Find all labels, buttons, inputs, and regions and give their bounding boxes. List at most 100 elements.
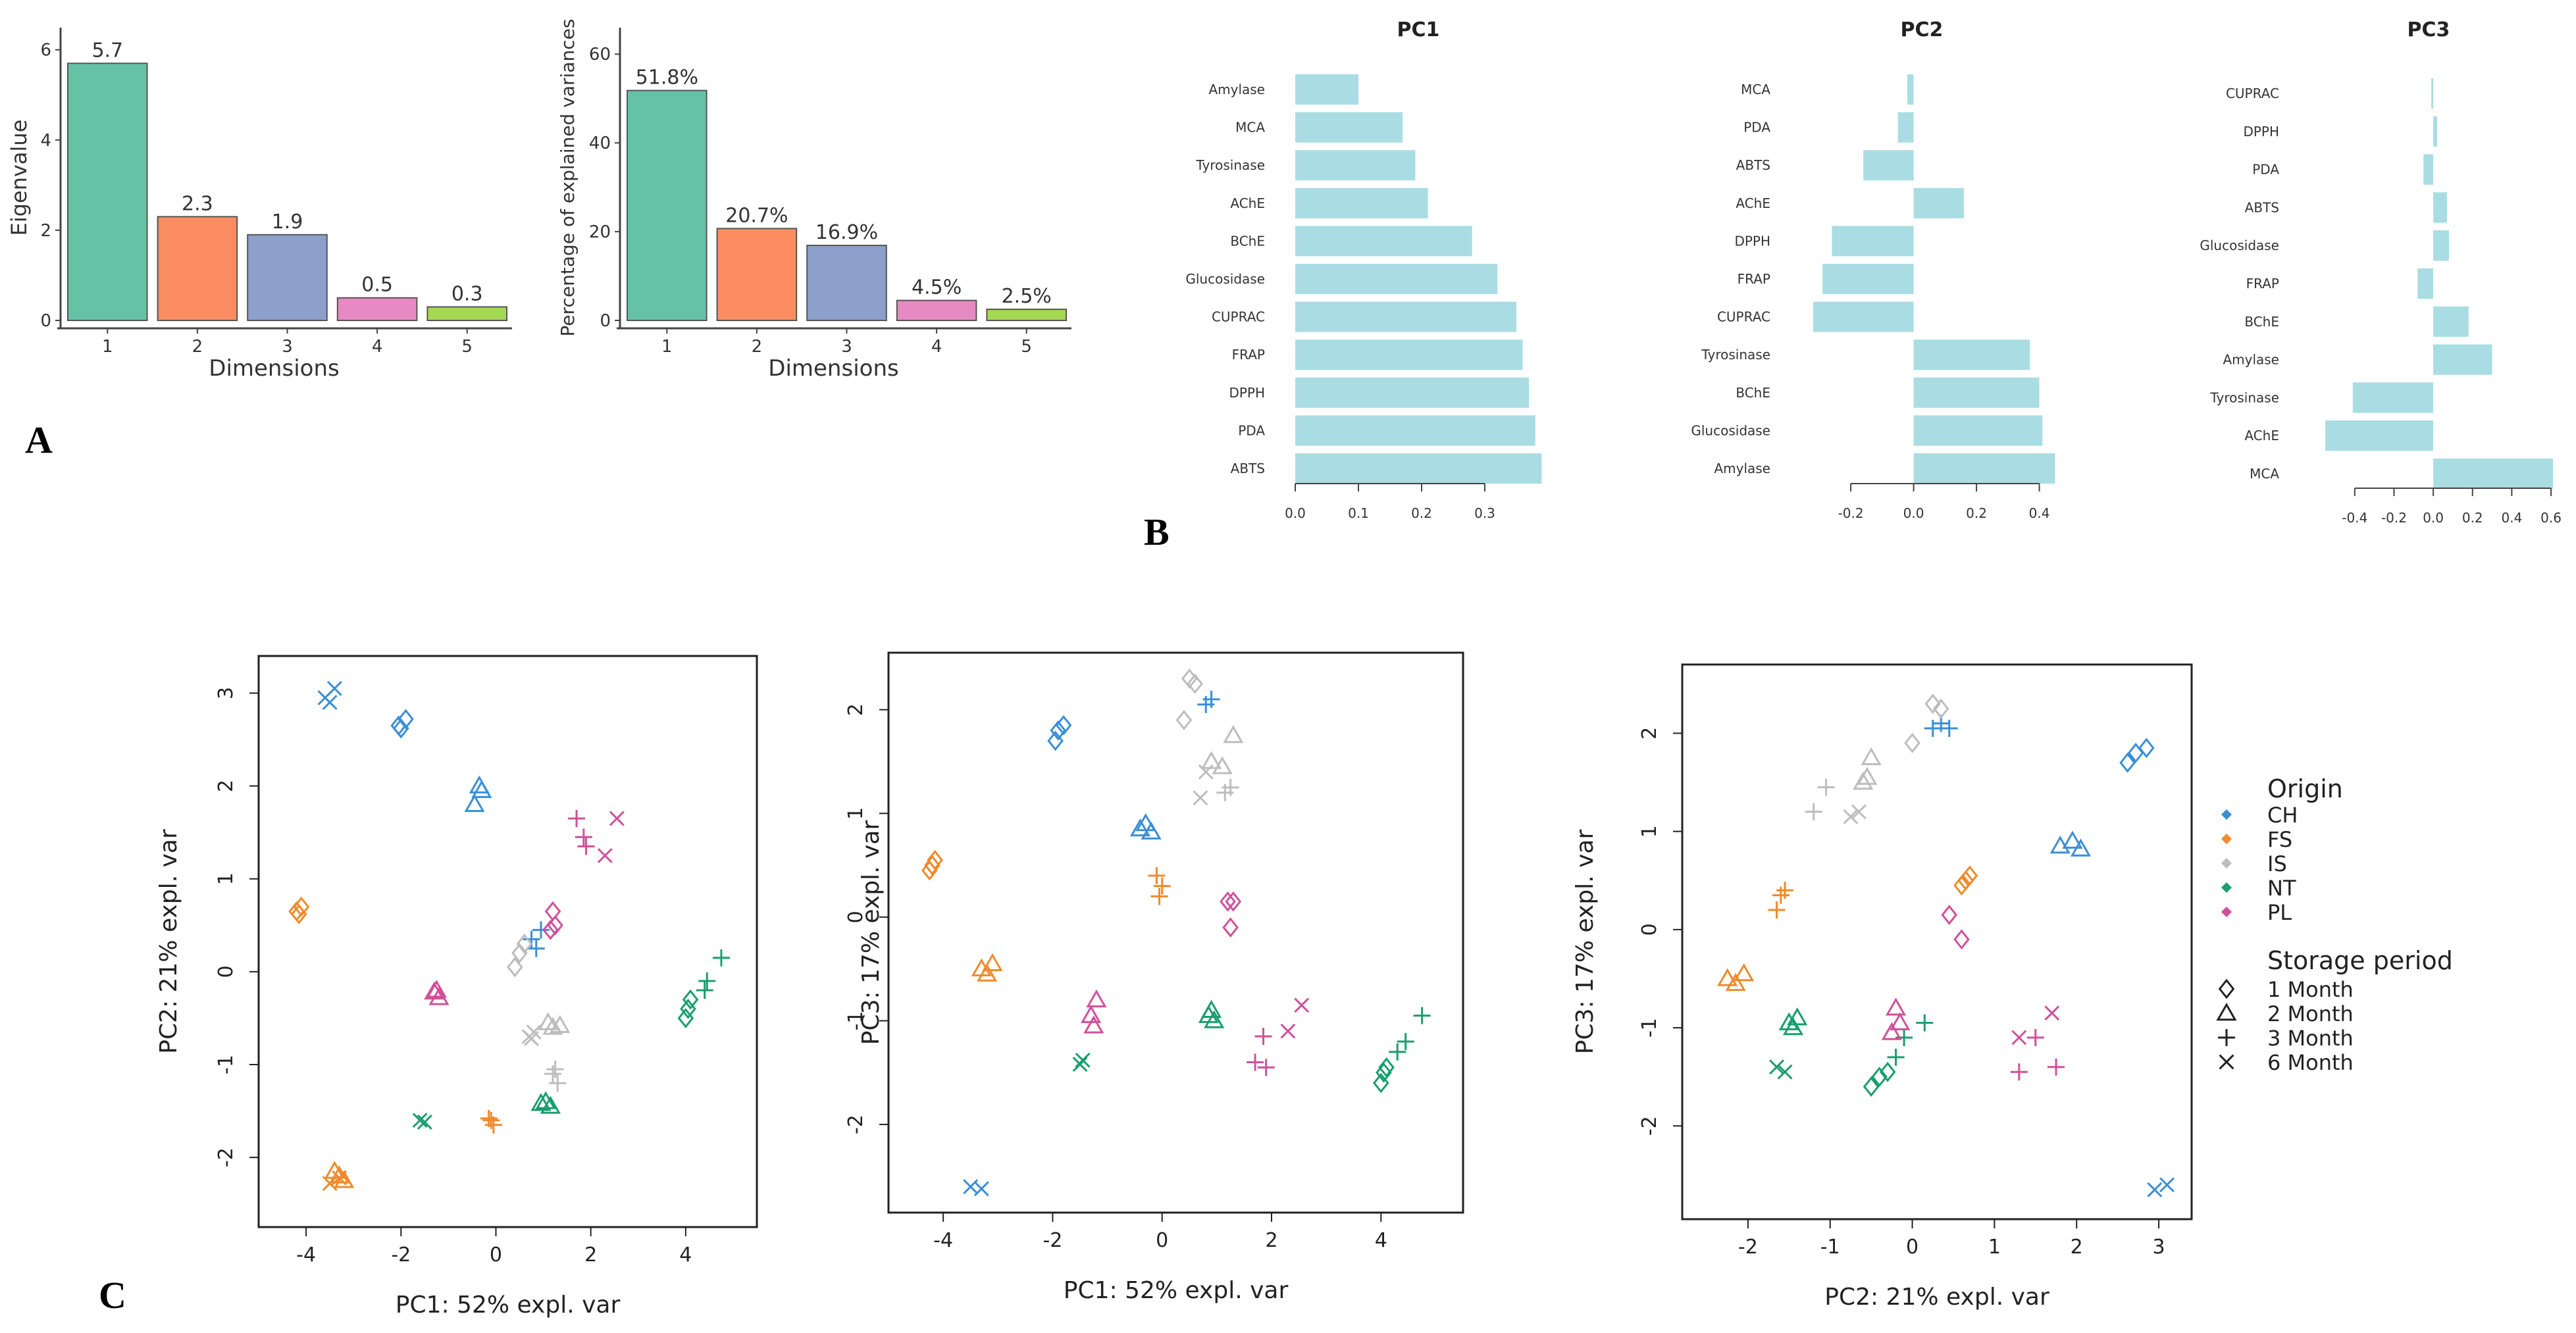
bar-pc3-DPPH xyxy=(2433,116,2438,147)
point-pl-6month xyxy=(597,847,613,863)
y-tick-label: 2 xyxy=(40,221,51,241)
panel-letter-b: B xyxy=(1144,511,1170,553)
point-nt-6month xyxy=(412,1113,428,1128)
bar-variance-1 xyxy=(627,89,708,322)
category-label: PDA xyxy=(2252,162,2279,178)
point-pl-1month xyxy=(1941,905,1958,925)
category-label: Glucosidase xyxy=(2200,238,2279,253)
point-pl-1month xyxy=(1220,891,1236,912)
x-tick-label: 0.3 xyxy=(1474,505,1495,521)
x-axis-label: Dimensions xyxy=(768,355,898,382)
x-tick-label: 0.4 xyxy=(2029,505,2050,521)
y-tick-label: -1 xyxy=(844,1011,867,1030)
point-fs-3month xyxy=(1768,901,1786,919)
plots-layer: 5.7 1 2.3 2 1.9 3 0.5 4 0.3 5 0 2 4 6 Dimensions Eigenv… xyxy=(7,18,2562,1319)
point-pl-2month xyxy=(1083,1015,1104,1034)
category-label: ABTS xyxy=(2245,199,2279,215)
point-ch-1month xyxy=(398,709,414,730)
y-tick-label: 3 xyxy=(215,687,238,699)
category-label: ABTS xyxy=(1736,157,1770,173)
legend-period-label: 6 Month xyxy=(2267,1050,2354,1075)
x-tick-label: -2 xyxy=(1738,1236,1758,1259)
y-tick-label: -1 xyxy=(215,1055,238,1074)
point-fs-6month xyxy=(322,1176,338,1192)
bar-pc1-FRAP xyxy=(1295,340,1523,370)
point-ch-6month xyxy=(973,1181,989,1197)
point-is-2month xyxy=(1853,772,1874,790)
point-nt-2month xyxy=(1200,999,1222,1018)
point-pl-3month xyxy=(577,838,595,855)
y-tick-label: 0 xyxy=(40,311,51,331)
category-label: MCA xyxy=(1235,120,1265,136)
point-pl-2month xyxy=(1081,1005,1102,1023)
y-tick-label: -2 xyxy=(844,1115,867,1134)
legend-period-label: 1 Month xyxy=(2267,977,2354,1002)
category-label: MCA xyxy=(2250,466,2279,482)
point-fs-2month xyxy=(1734,963,1755,982)
legend-origin-label: CH xyxy=(2267,803,2298,828)
x-tick-label: 3 xyxy=(282,337,293,357)
point-nt-3month xyxy=(712,949,730,967)
point-ch-6month xyxy=(2147,1182,2163,1197)
point-is-3month xyxy=(546,1061,564,1078)
point-ch-6month xyxy=(326,680,342,696)
point-pl-1month xyxy=(542,919,559,940)
category-label: Amylase xyxy=(1714,461,1770,476)
point-is-2month xyxy=(538,1012,559,1030)
bar-pc1-Amylase xyxy=(1295,74,1358,105)
point-pl-6month xyxy=(2011,1030,2027,1045)
x-tick-label: 4 xyxy=(679,1244,692,1267)
data-label: 2.5% xyxy=(1002,285,1052,308)
point-pl-1month xyxy=(1953,929,1970,950)
point-ch-1month xyxy=(390,715,407,736)
point-ch-3month xyxy=(527,940,545,957)
category-label: DPPH xyxy=(2243,124,2279,139)
point-pl-6month xyxy=(2044,1005,2060,1021)
point-ch-3month xyxy=(1202,690,1220,708)
y-axis-label: Eigenvalue xyxy=(7,120,32,236)
variance-chart: 51.8% 1 20.7% 2 16.9% 3 4.5% 4 2.5% 5 0 20 40 60 Dimen… xyxy=(557,19,1071,382)
legend-origin-label: NT xyxy=(2267,876,2296,901)
pc3-chart: PC3 CUPRAC DPPH PDA ABTS Glucosidase FRAP BChE A… xyxy=(2200,18,2562,526)
point-ch-2month xyxy=(2062,830,2083,849)
point-is-3month xyxy=(1222,778,1239,796)
point-fs-1month xyxy=(1961,865,1978,886)
point-ch-2month xyxy=(1141,821,1162,840)
y-tick-label: 0 xyxy=(600,311,611,331)
point-pl-3month xyxy=(575,828,592,846)
bar-pc2-AChE xyxy=(1913,188,1964,218)
x-tick-label: 1 xyxy=(661,337,673,357)
x-tick-label: -2 xyxy=(1043,1229,1062,1252)
category-label: DPPH xyxy=(1734,233,1770,249)
plot-frame xyxy=(887,651,1464,1214)
bar-pc2-FRAP xyxy=(1822,263,1914,295)
point-nt-2month xyxy=(540,1095,561,1114)
point-ch-6month xyxy=(2159,1177,2175,1193)
y-tick-label: 6 xyxy=(40,41,51,61)
point-pl-3month xyxy=(1254,1028,1272,1045)
x-tick-label: 5 xyxy=(461,337,473,357)
y-tick-label: 1 xyxy=(1638,825,1661,838)
point-fs-3month xyxy=(1776,882,1794,899)
bar-pc3-CUPRAC xyxy=(2431,78,2434,109)
point-fs-2month xyxy=(982,953,1003,972)
legend-period-label: 2 Month xyxy=(2267,1001,2354,1026)
x-axis-label: Dimensions xyxy=(209,355,339,382)
category-label: Amylase xyxy=(2223,352,2279,368)
point-nt-2month xyxy=(1778,1012,1799,1030)
point-is-1month xyxy=(506,957,523,978)
point-pl-3month xyxy=(2048,1058,2065,1076)
point-nt-2month xyxy=(535,1091,556,1109)
point-fs-6month xyxy=(332,1170,348,1186)
scatter1-chart: -4 -2 0 2 4 -2 -1 0 1 2 3 PC1: 52% expl. var PC2: 21… xyxy=(155,655,758,1319)
category-label: PDA xyxy=(1743,120,1770,136)
point-ch-2month xyxy=(1129,818,1151,837)
point-ch-1month xyxy=(2119,752,2136,773)
point-fs-3month xyxy=(1772,886,1790,904)
bar-pc2-DPPH xyxy=(1832,226,1914,257)
bar-pc3-AChE xyxy=(2325,420,2434,451)
category-label: FRAP xyxy=(1738,271,1770,287)
bar-variance-4 xyxy=(896,299,977,321)
category-label: DPPH xyxy=(1229,385,1265,401)
point-is-3month xyxy=(544,1065,561,1083)
